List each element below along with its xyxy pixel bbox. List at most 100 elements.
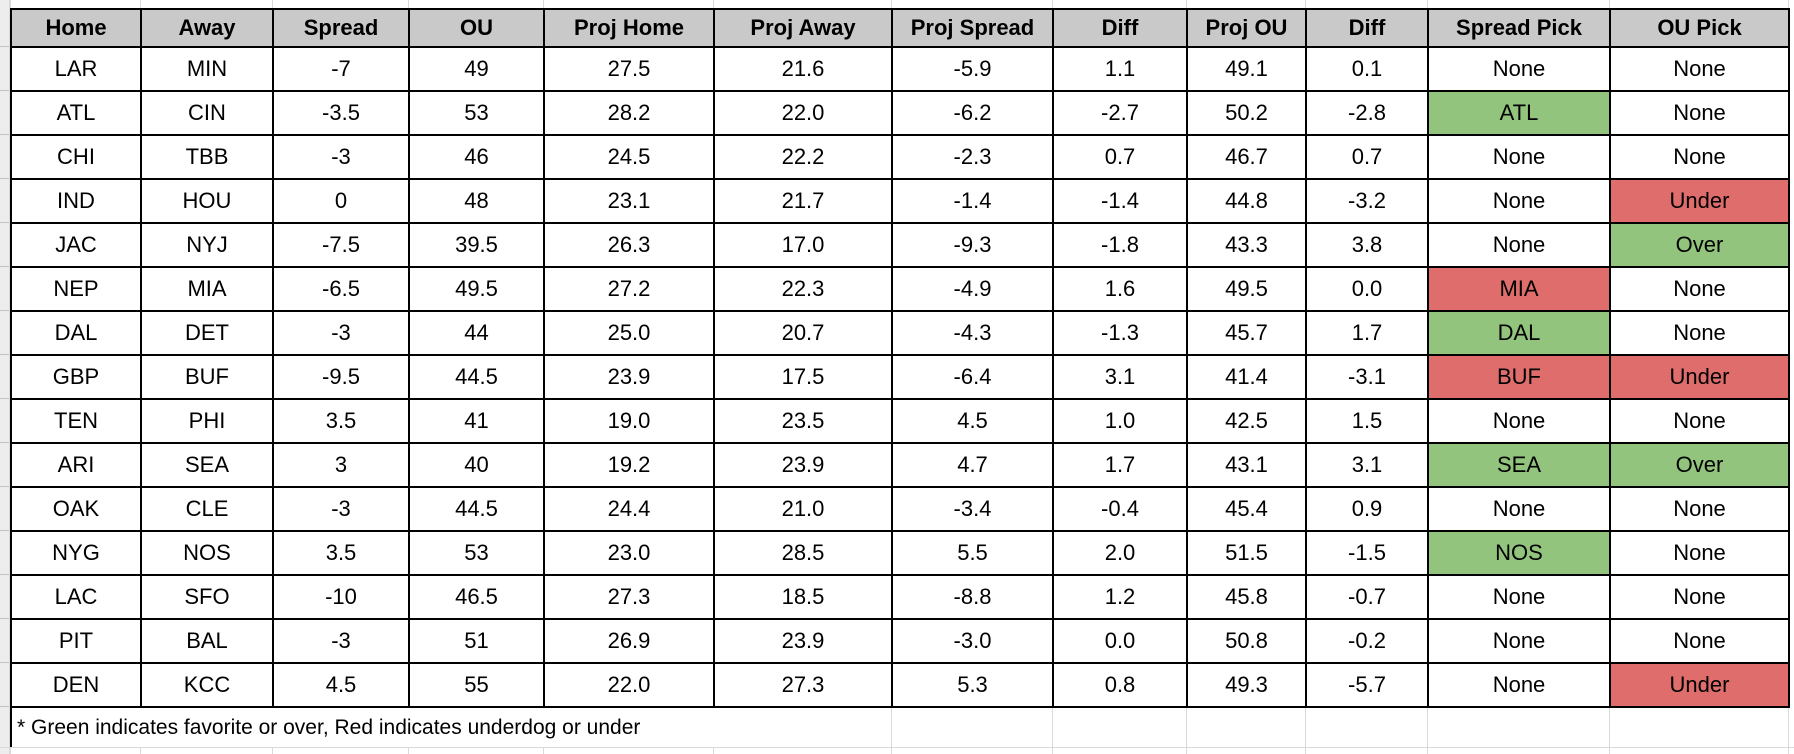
header-ou[interactable]: OU — [408, 8, 545, 48]
cell-home[interactable]: ATL — [10, 90, 142, 136]
cell-proj_home[interactable]: 19.2 — [543, 442, 715, 488]
cell-ou_pick[interactable]: Under — [1609, 178, 1790, 224]
cell-diff2[interactable]: -0.7 — [1305, 574, 1429, 620]
cell-proj_home[interactable]: 19.0 — [543, 398, 715, 444]
cell-away[interactable]: SFO — [140, 574, 274, 620]
cell-diff1[interactable]: 2.0 — [1052, 530, 1188, 576]
cell-diff2[interactable]: -3.2 — [1305, 178, 1429, 224]
cell-ou[interactable]: 53 — [408, 530, 545, 576]
cell-home[interactable]: ARI — [10, 442, 142, 488]
cell-spread[interactable]: -7 — [272, 46, 410, 92]
cell-spread_pick[interactable]: MIA — [1427, 266, 1611, 312]
cell-proj_away[interactable]: 21.7 — [713, 178, 893, 224]
header-away[interactable]: Away — [140, 8, 274, 48]
cell-away[interactable]: SEA — [140, 442, 274, 488]
cell-proj_away[interactable]: 17.0 — [713, 222, 893, 268]
cell-proj_home[interactable]: 28.2 — [543, 90, 715, 136]
cell-diff2[interactable]: 3.1 — [1305, 442, 1429, 488]
header-diff2[interactable]: Diff — [1305, 8, 1429, 48]
cell-spread[interactable]: 0 — [272, 178, 410, 224]
cell-diff1[interactable]: 0.0 — [1052, 618, 1188, 664]
cell-diff1[interactable]: 3.1 — [1052, 354, 1188, 400]
cell-proj_home[interactable]: 22.0 — [543, 662, 715, 708]
cell-spread[interactable]: 3.5 — [272, 398, 410, 444]
cell-ou_pick[interactable]: None — [1609, 530, 1790, 576]
cell-proj_away[interactable]: 21.6 — [713, 46, 893, 92]
cell-spread[interactable]: 3 — [272, 442, 410, 488]
cell-spread[interactable]: -3 — [272, 134, 410, 180]
cell-proj_away[interactable]: 20.7 — [713, 310, 893, 356]
cell-proj_home[interactable]: 23.1 — [543, 178, 715, 224]
cell-spread[interactable]: -3.5 — [272, 90, 410, 136]
cell-home[interactable]: LAR — [10, 46, 142, 92]
cell-spread_pick[interactable]: None — [1427, 222, 1611, 268]
cell-ou[interactable]: 41 — [408, 398, 545, 444]
cell-ou[interactable]: 44.5 — [408, 486, 545, 532]
cell-diff1[interactable]: -0.4 — [1052, 486, 1188, 532]
cell-ou[interactable]: 44 — [408, 310, 545, 356]
cell-away[interactable]: PHI — [140, 398, 274, 444]
header-proj_ou[interactable]: Proj OU — [1186, 8, 1307, 48]
cell-spread[interactable]: -7.5 — [272, 222, 410, 268]
cell-spread_pick[interactable]: None — [1427, 46, 1611, 92]
cell-diff2[interactable]: 3.8 — [1305, 222, 1429, 268]
cell-diff2[interactable]: 1.5 — [1305, 398, 1429, 444]
cell-away[interactable]: BUF — [140, 354, 274, 400]
cell-home[interactable]: NYG — [10, 530, 142, 576]
cell-proj_away[interactable]: 23.9 — [713, 442, 893, 488]
cell-proj_ou[interactable]: 49.1 — [1186, 46, 1307, 92]
cell-ou[interactable]: 46.5 — [408, 574, 545, 620]
cell-spread_pick[interactable]: ATL — [1427, 90, 1611, 136]
cell-diff2[interactable]: 0.1 — [1305, 46, 1429, 92]
cell-spread_pick[interactable]: DAL — [1427, 310, 1611, 356]
cell-proj_home[interactable]: 26.9 — [543, 618, 715, 664]
cell-proj_away[interactable]: 23.9 — [713, 618, 893, 664]
cell-proj_spread[interactable]: -1.4 — [891, 178, 1054, 224]
cell-away[interactable]: DET — [140, 310, 274, 356]
cell-spread_pick[interactable]: None — [1427, 398, 1611, 444]
cell-proj_home[interactable]: 24.4 — [543, 486, 715, 532]
cell-spread[interactable]: -3 — [272, 618, 410, 664]
legend-note-row[interactable]: * Green indicates favorite or over, Red … — [10, 708, 1789, 747]
cell-proj_ou[interactable]: 50.2 — [1186, 90, 1307, 136]
cell-proj_spread[interactable]: -3.4 — [891, 486, 1054, 532]
cell-proj_home[interactable]: 27.5 — [543, 46, 715, 92]
cell-diff2[interactable]: -1.5 — [1305, 530, 1429, 576]
cell-spread_pick[interactable]: BUF — [1427, 354, 1611, 400]
cell-ou_pick[interactable]: None — [1609, 46, 1790, 92]
cell-ou_pick[interactable]: None — [1609, 486, 1790, 532]
cell-away[interactable]: CIN — [140, 90, 274, 136]
cell-spread_pick[interactable]: None — [1427, 486, 1611, 532]
header-home[interactable]: Home — [10, 8, 142, 48]
cell-proj_home[interactable]: 23.9 — [543, 354, 715, 400]
cell-proj_ou[interactable]: 43.1 — [1186, 442, 1307, 488]
cell-away[interactable]: BAL — [140, 618, 274, 664]
header-proj_home[interactable]: Proj Home — [543, 8, 715, 48]
cell-spread_pick[interactable]: SEA — [1427, 442, 1611, 488]
cell-diff1[interactable]: 1.0 — [1052, 398, 1188, 444]
cell-diff2[interactable]: 0.7 — [1305, 134, 1429, 180]
cell-proj_ou[interactable]: 42.5 — [1186, 398, 1307, 444]
cell-home[interactable]: GBP — [10, 354, 142, 400]
cell-proj_ou[interactable]: 51.5 — [1186, 530, 1307, 576]
cell-spread[interactable]: -10 — [272, 574, 410, 620]
cell-home[interactable]: DEN — [10, 662, 142, 708]
cell-home[interactable]: OAK — [10, 486, 142, 532]
cell-spread_pick[interactable]: None — [1427, 618, 1611, 664]
cell-diff1[interactable]: 1.2 — [1052, 574, 1188, 620]
cell-ou_pick[interactable]: Over — [1609, 442, 1790, 488]
cell-proj_ou[interactable]: 50.8 — [1186, 618, 1307, 664]
cell-proj_ou[interactable]: 43.3 — [1186, 222, 1307, 268]
cell-proj_spread[interactable]: -6.4 — [891, 354, 1054, 400]
cell-spread_pick[interactable]: NOS — [1427, 530, 1611, 576]
cell-proj_away[interactable]: 22.2 — [713, 134, 893, 180]
cell-diff1[interactable]: 1.6 — [1052, 266, 1188, 312]
cell-proj_ou[interactable]: 45.8 — [1186, 574, 1307, 620]
cell-away[interactable]: MIN — [140, 46, 274, 92]
cell-ou_pick[interactable]: None — [1609, 310, 1790, 356]
cell-ou_pick[interactable]: Under — [1609, 354, 1790, 400]
cell-home[interactable]: JAC — [10, 222, 142, 268]
cell-proj_spread[interactable]: -3.0 — [891, 618, 1054, 664]
cell-spread[interactable]: -3 — [272, 486, 410, 532]
cell-diff1[interactable]: 1.7 — [1052, 442, 1188, 488]
